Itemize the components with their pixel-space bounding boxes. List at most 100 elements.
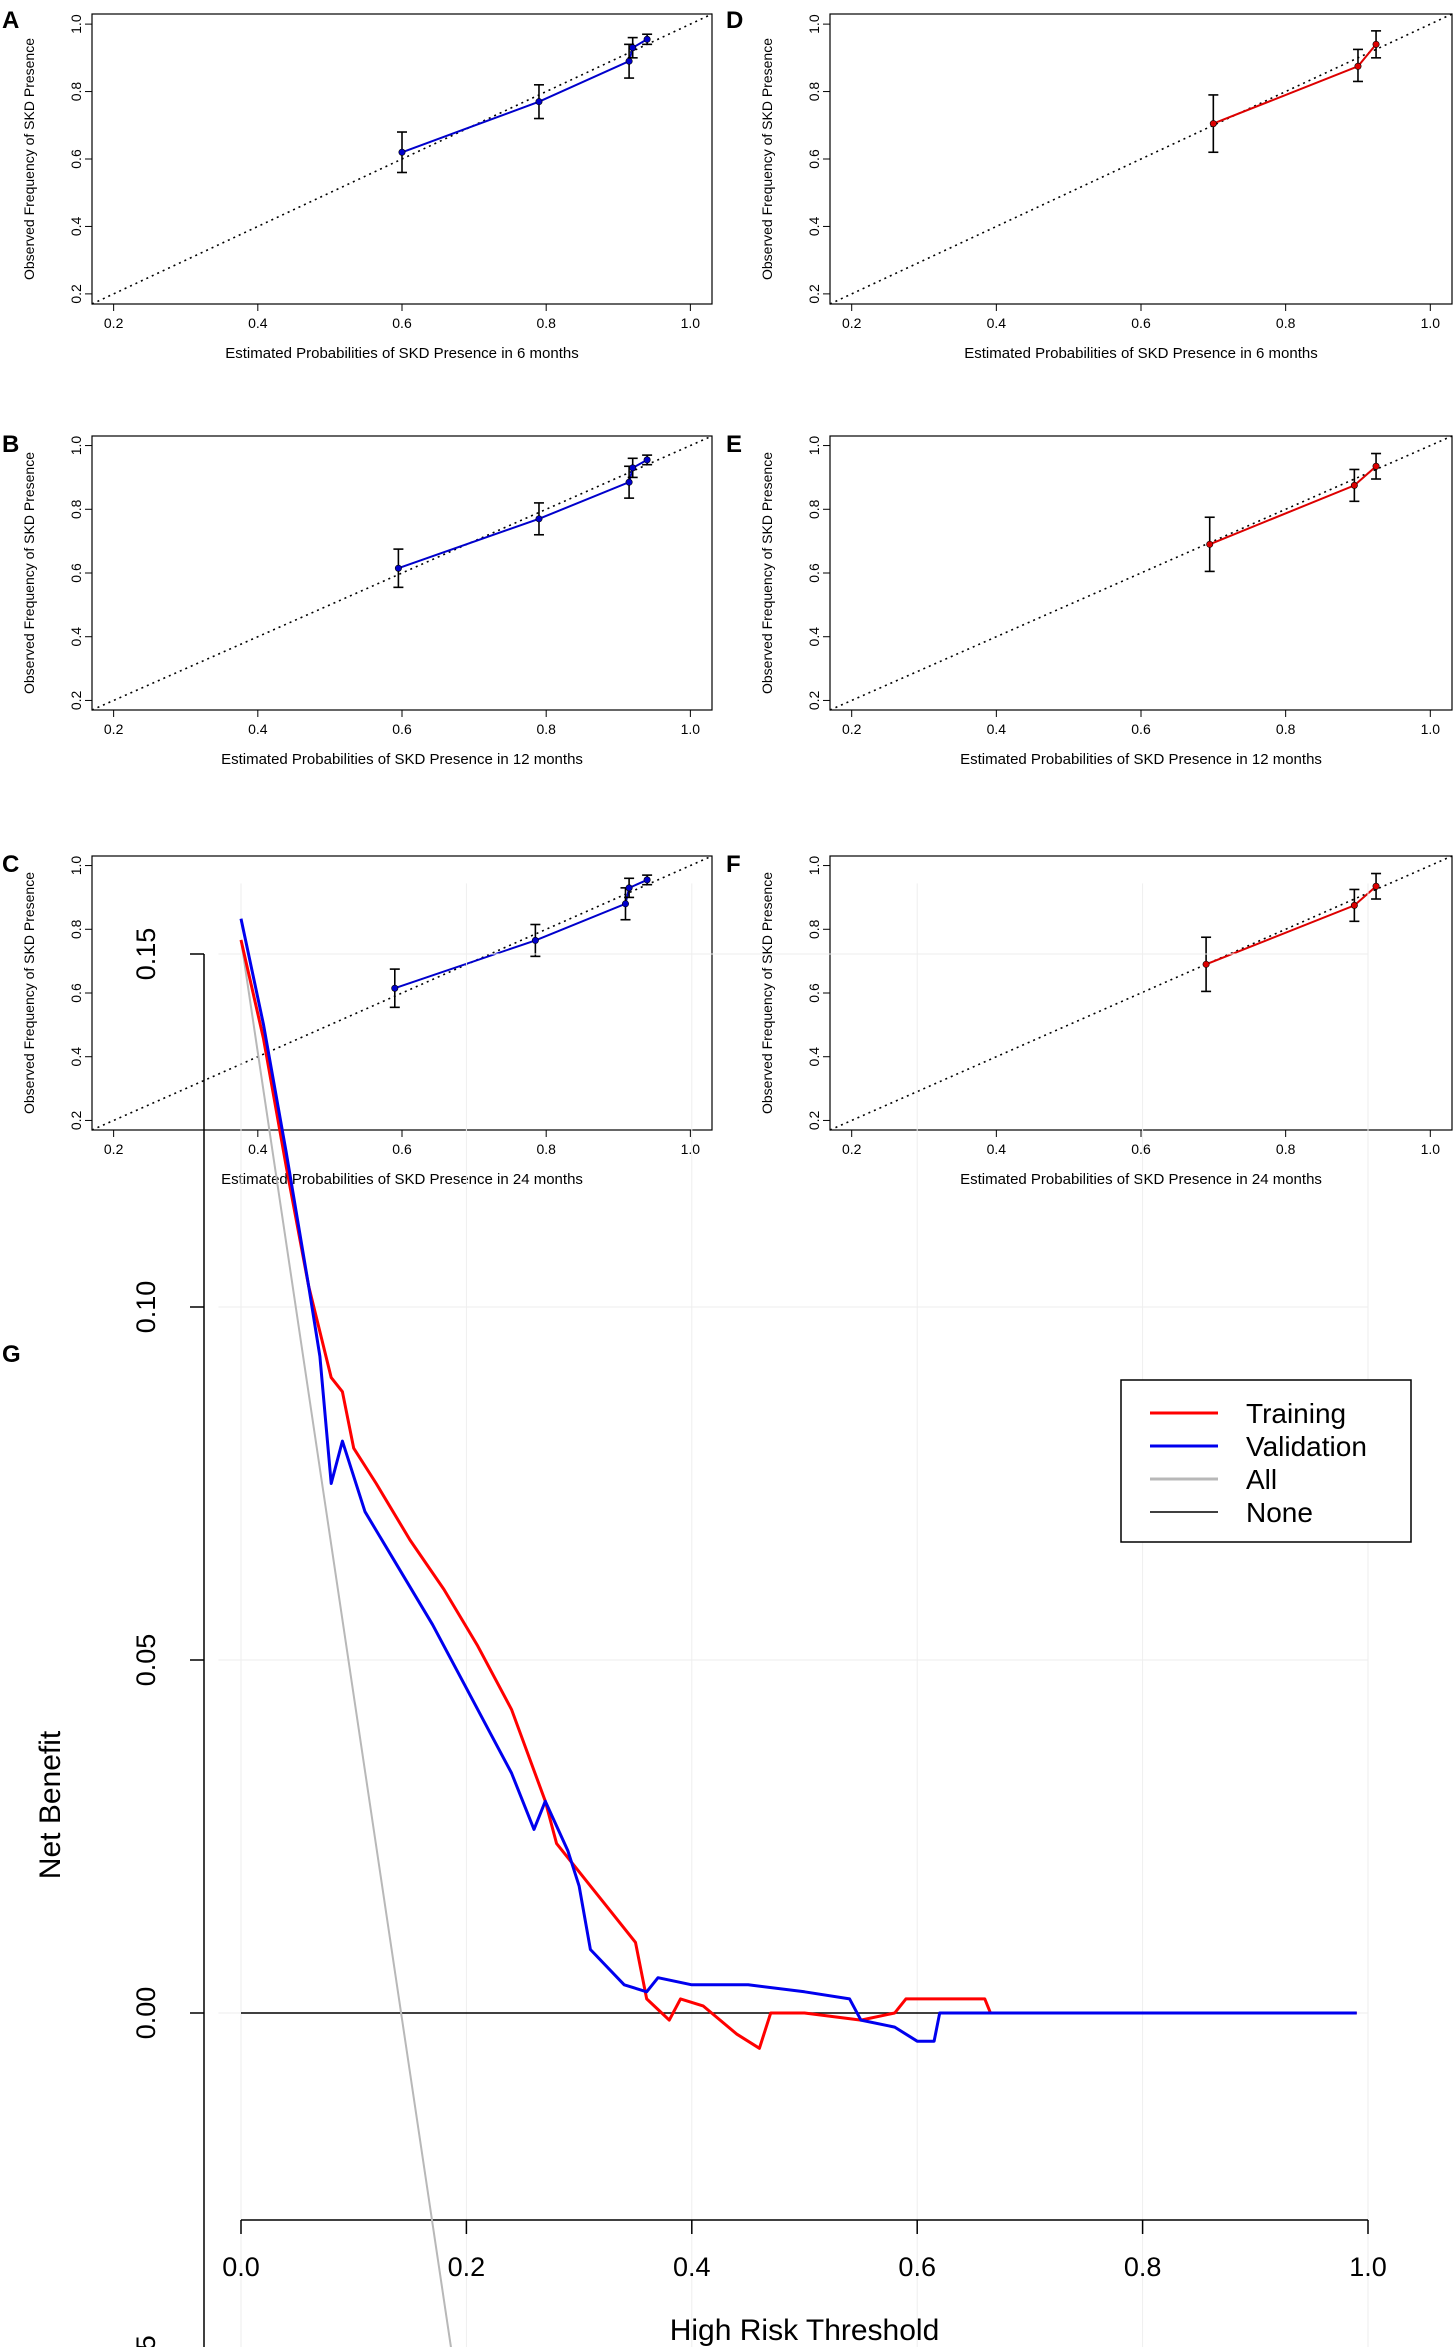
decision-curve-panel-g: G -0.05 0.00 0.05 0.10 0.15 0.0 0.2 0.4 0.6 0.8 1.0… <box>2 883 1412 2347</box>
x-tick-label: 0.2 <box>842 1141 862 1157</box>
x-tick-label: 0.8 <box>536 315 556 331</box>
x-axis-label: Estimated Probabilities of SKD Presence … <box>225 345 579 362</box>
x-tick-label: 0.2 <box>842 315 862 331</box>
x-tick-label: 0.2 <box>104 315 124 331</box>
calibration-point <box>398 148 406 156</box>
calibration-point <box>625 57 633 65</box>
y-tick-label: 0.6 <box>806 149 822 169</box>
y-tick-label: 0.4 <box>806 1047 822 1067</box>
y-tick-label: 1.0 <box>68 436 84 456</box>
calibration-point <box>1202 960 1210 968</box>
legend-label-training: Training <box>1246 1398 1346 1429</box>
series-line-training <box>239 939 1357 2050</box>
x-tick-label: 0.2 <box>104 721 124 737</box>
x-tick-label: 0.6 <box>1131 721 1151 737</box>
y-tick-label: 0.4 <box>68 627 84 647</box>
y-tick-label: 0.4 <box>68 1047 84 1067</box>
y-tick-label: 0.8 <box>806 499 822 519</box>
x-tick-label: 0.6 <box>392 315 412 331</box>
y-tick-label: 0.10 <box>131 1281 161 1334</box>
y-axis-label: Observed Frequency of SKD Presence <box>759 452 775 694</box>
ideal-diagonal-line <box>829 435 1453 711</box>
y-tick-label: 1.0 <box>68 856 84 876</box>
calibration-curve <box>398 459 648 570</box>
x-tick-label: 0.4 <box>248 1141 268 1157</box>
y-tick-label: 1.0 <box>68 14 84 34</box>
calibration-curve <box>1212 43 1377 125</box>
x-tick-label: 1.0 <box>1421 315 1441 331</box>
y-tick-label: -0.05 <box>131 2335 161 2347</box>
calibration-point <box>391 984 399 992</box>
y-tick-label: 1.0 <box>806 856 822 876</box>
panel-label-b: B <box>2 431 19 458</box>
x-tick-label: 0.4 <box>987 315 1007 331</box>
y-tick-label: 0.00 <box>131 1987 161 2040</box>
x-tick-label: 0.8 <box>1276 721 1296 737</box>
panel-label-g: G <box>2 1341 21 1368</box>
y-tick-label: 0.6 <box>68 149 84 169</box>
y-tick-label: 0.4 <box>806 627 822 647</box>
calibration-point <box>1372 40 1380 48</box>
calibration-curve <box>1209 465 1377 546</box>
x-tick-label: 0.4 <box>248 315 268 331</box>
calibration-point <box>1350 901 1358 909</box>
y-tick-label: 0.8 <box>68 919 84 939</box>
calibration-point <box>535 98 543 106</box>
calibration-point <box>643 876 651 884</box>
y-tick-label: 0.05 <box>131 1634 161 1687</box>
panel-label-c: C <box>2 851 19 878</box>
x-axis-label: High Risk Threshold <box>670 2314 940 2347</box>
y-tick-label: 0.2 <box>806 1111 822 1131</box>
calibration-curve <box>401 38 648 154</box>
y-axis-label: Observed Frequency of SKD Presence <box>21 452 37 694</box>
y-axis-label: Observed Frequency of SKD Presence <box>21 872 37 1114</box>
x-tick-label: 0.6 <box>1131 1141 1151 1157</box>
calibration-panel-b: B 0.2 0.4 0.6 0.8 1.0 0.2 0.4 0.6 0.8 1.0 Estimated… <box>2 431 713 768</box>
legend-box <box>1120 1379 1412 1543</box>
y-tick-label: 0.2 <box>68 1111 84 1131</box>
x-tick-label: 0.6 <box>392 1141 412 1157</box>
y-tick-label: 0.2 <box>806 691 822 711</box>
x-axis-label: Estimated Probabilities of SKD Presence … <box>221 751 583 768</box>
y-axis-label: Observed Frequency of SKD Presence <box>759 872 775 1114</box>
y-tick-label: 0.4 <box>68 217 84 237</box>
x-tick-label: 0.8 <box>1124 2252 1162 2282</box>
x-tick-label: 0.8 <box>536 1141 556 1157</box>
x-tick-label: 1.0 <box>681 721 701 737</box>
calibration-point <box>629 464 637 472</box>
ideal-diagonal-line <box>829 13 1453 305</box>
y-tick-label: 0.8 <box>806 919 822 939</box>
calibration-point <box>1372 462 1380 470</box>
y-tick-label: 0.8 <box>68 499 84 519</box>
y-axis-label: Observed Frequency of SKD Presence <box>21 38 37 280</box>
x-tick-label: 1.0 <box>1421 721 1441 737</box>
legend-label-none: None <box>1246 1497 1313 1528</box>
x-axis-label: Estimated Probabilities of SKD Presence … <box>221 1171 583 1188</box>
y-tick-label: 0.8 <box>806 82 822 102</box>
y-tick-label: 0.6 <box>68 563 84 583</box>
x-tick-label: 0.8 <box>1276 315 1296 331</box>
x-tick-label: 0.4 <box>987 1141 1007 1157</box>
y-axis-label: Net Benefit <box>34 1730 67 1879</box>
calibration-point <box>625 478 633 486</box>
x-tick-label: 1.0 <box>681 315 701 331</box>
ideal-diagonal-line <box>91 435 713 711</box>
x-tick-label: 0.2 <box>448 2252 486 2282</box>
x-tick-label: 0.8 <box>536 721 556 737</box>
x-tick-label: 0.6 <box>898 2252 936 2282</box>
calibration-panel-a: A 0.2 0.4 0.6 0.8 1.0 0.2 0.4 0.6 0.8 1.0 Estimated… <box>2 7 713 362</box>
y-tick-label: 0.15 <box>131 928 161 981</box>
calibration-point <box>394 564 402 572</box>
x-tick-label: 0.4 <box>248 721 268 737</box>
calibration-point <box>1350 481 1358 489</box>
calibration-point <box>1209 120 1217 128</box>
panel-label-f: F <box>726 851 741 878</box>
x-tick-label: 0.2 <box>104 1141 124 1157</box>
x-axis-label: Estimated Probabilities of SKD Presence … <box>964 345 1318 362</box>
panel-label-a: A <box>2 7 19 34</box>
x-tick-label: 1.0 <box>1421 1141 1441 1157</box>
y-tick-label: 1.0 <box>806 436 822 456</box>
calibration-point <box>643 456 651 464</box>
